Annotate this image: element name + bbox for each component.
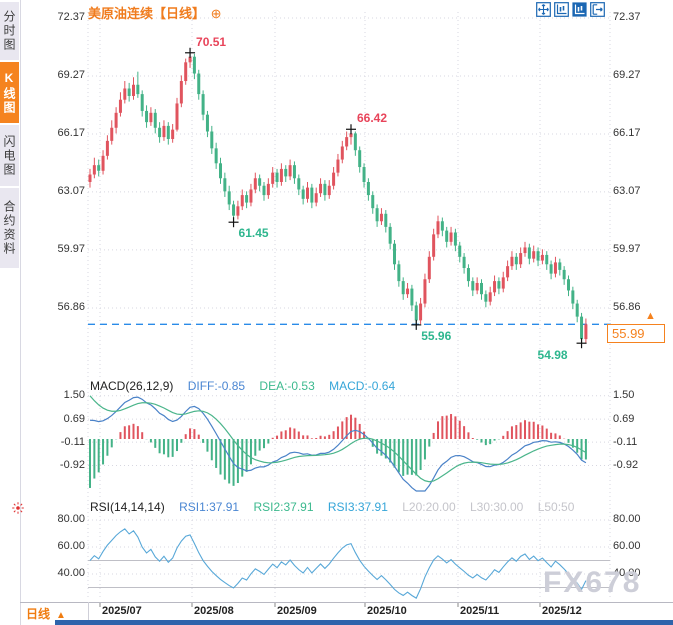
x-axis-label: 2025/10 <box>367 605 407 617</box>
rsi-indicator-name[interactable]: RSI(14,14,14) <box>90 500 165 514</box>
x-axis-line <box>20 602 673 603</box>
macd-tick-left: 1.50 <box>63 389 85 401</box>
x-axis-label: 2025/08 <box>194 605 234 617</box>
rsi-tick-left: 60.00 <box>57 540 85 552</box>
price-tick-right: 72.37 <box>613 11 641 23</box>
macd-tick-right: 1.50 <box>613 389 635 401</box>
rsi1-value: RSI1:37.91 <box>179 500 240 514</box>
rsi-tick-left: 80.00 <box>57 513 85 525</box>
x-axis-label: 2025/11 <box>460 605 500 617</box>
sidebar-tab-label: 分时图 <box>2 10 16 52</box>
sidebar-tab-label: K线图 <box>2 70 16 115</box>
rsi-header: RSI(14,14,14) RSI1:37.91 RSI2:37.91 RSI3… <box>90 500 585 514</box>
rsi-tick-right: 40.00 <box>613 567 641 579</box>
move-tool-icon[interactable] <box>536 2 551 17</box>
macd-dea-value: DEA:-0.53 <box>259 379 315 393</box>
chart-toolbar <box>536 2 605 17</box>
macd-indicator-name[interactable]: MACD(26,12,9) <box>90 379 174 393</box>
expand-icon[interactable]: ⊕ <box>210 6 222 21</box>
rsi2-value: RSI2:37.91 <box>253 500 314 514</box>
price-tick-left: 72.37 <box>57 11 85 23</box>
symbol-name: 美原油连续 <box>88 6 154 21</box>
price-up-arrow: ▲ <box>645 310 656 322</box>
macd-tick-right: 0.69 <box>613 413 635 425</box>
macd-tick-left: 0.69 <box>63 413 85 425</box>
sidebar-tab-label: 合约资料 <box>2 200 16 256</box>
macd-diff-value: DIFF:-0.85 <box>187 379 246 393</box>
indicator-settings-icon[interactable] <box>11 501 25 515</box>
x-axis-label: 2025/07 <box>102 605 142 617</box>
macd-tick-right: -0.92 <box>613 459 639 471</box>
macd-tick-left: -0.92 <box>59 459 85 471</box>
axis-zoom-icon[interactable] <box>554 2 569 17</box>
rsi-tick-right: 80.00 <box>613 513 641 525</box>
sidebar-tab-contract-info[interactable]: 合约资料 <box>0 188 19 270</box>
sidebar-tab-label: 闪电图 <box>2 134 16 177</box>
rsi-tick-right: 60.00 <box>613 540 641 552</box>
chart-style-icon[interactable] <box>572 2 587 17</box>
macd-tick-right: -0.11 <box>613 436 638 448</box>
price-tick-left: 69.27 <box>57 69 85 81</box>
exit-chart-icon[interactable] <box>590 2 605 17</box>
sidebar: 分时图 K线图 闪电图 合约资料 <box>0 0 21 625</box>
period-tag: 【日线】 <box>153 6 206 21</box>
rsi3-value: RSI3:37.91 <box>327 500 388 514</box>
period-label: 日线 <box>26 607 51 621</box>
price-annotation: 70.51 <box>196 34 227 49</box>
rsi-tick-left: 40.00 <box>57 567 85 579</box>
price-tick-left: 66.17 <box>57 127 85 139</box>
price-tick-right: 63.07 <box>613 185 641 197</box>
price-annotation: 54.98 <box>537 348 568 363</box>
price-tick-left: 59.97 <box>57 243 85 255</box>
x-axis-label: 2025/09 <box>277 605 317 617</box>
chart-title: 美原油连续【日线】 ⊕ <box>88 3 222 22</box>
x-axis-separator <box>88 602 89 623</box>
rsi-l30-value: L30:30.00 <box>469 500 524 514</box>
last-price-box: 55.99 <box>607 324 665 343</box>
fx678-watermark: FX678 <box>543 566 642 599</box>
price-tick-right: 66.17 <box>613 127 641 139</box>
sidebar-tab-lightning[interactable]: 闪电图 <box>0 125 19 188</box>
price-tick-right: 59.97 <box>613 243 641 255</box>
price-annotation: 55.96 <box>421 328 452 343</box>
period-selector[interactable]: 日线 ▲ <box>26 605 66 622</box>
price-tick-right: 69.27 <box>613 69 641 81</box>
sidebar-tab-timeline[interactable]: 分时图 <box>0 2 19 62</box>
rsi-l20-value: L20:20.00 <box>402 500 456 514</box>
x-axis-label: 2025/12 <box>542 605 582 617</box>
rsi-l50-value: L50:50 <box>537 500 575 514</box>
macd-value: MACD:-0.64 <box>329 379 396 393</box>
price-annotation: 66.42 <box>357 111 388 126</box>
price-tick-left: 63.07 <box>57 185 85 197</box>
bottom-panel-strip[interactable] <box>55 620 673 625</box>
period-dropdown-arrow: ▲ <box>56 610 66 621</box>
sidebar-tab-kline[interactable]: K线图 <box>0 62 19 125</box>
price-tick-right: 56.86 <box>613 301 641 313</box>
price-tick-left: 56.86 <box>57 301 85 313</box>
macd-header: MACD(26,12,9) DIFF:-0.85 DEA:-0.53 MACD:… <box>90 379 406 393</box>
macd-tick-left: -0.11 <box>60 436 85 448</box>
price-annotation: 61.45 <box>238 226 269 241</box>
